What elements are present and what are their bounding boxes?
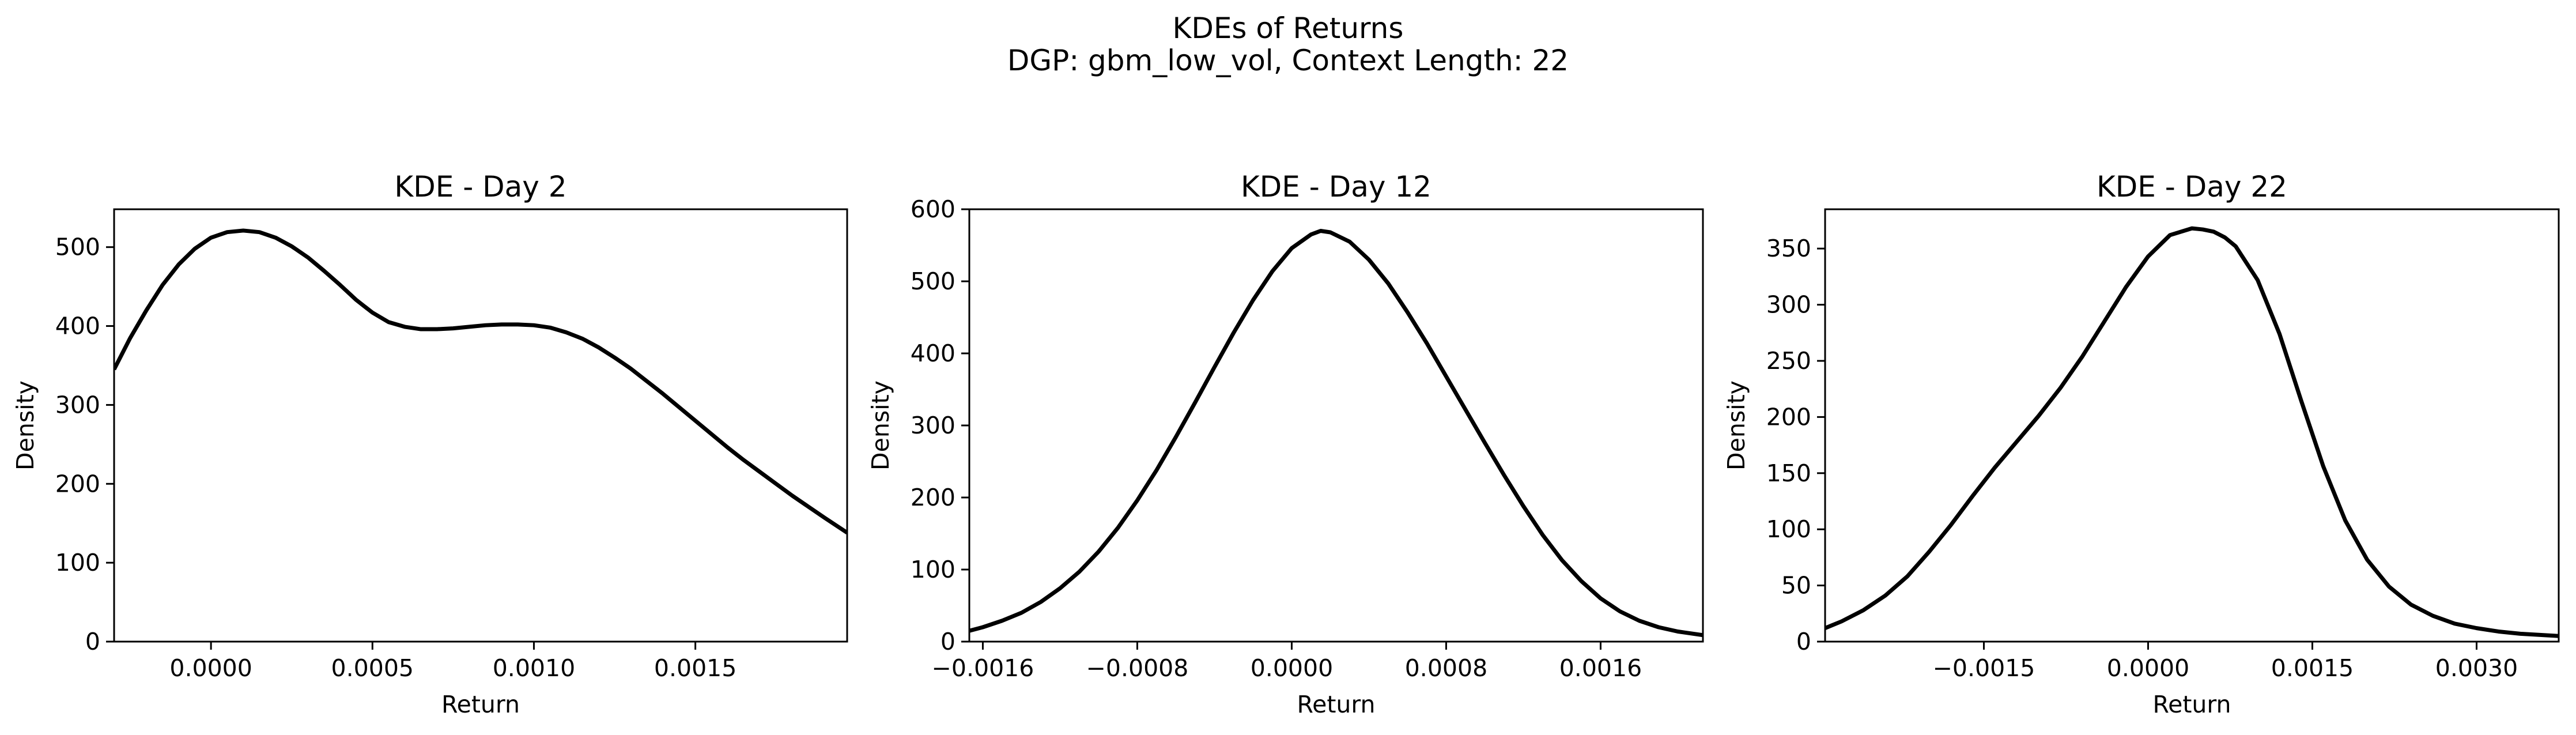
y-tick-label: 100 <box>55 549 100 576</box>
axes-frame <box>113 208 848 643</box>
y-tick-label: 0 <box>85 628 100 655</box>
y-tick-label: 500 <box>911 267 955 295</box>
x-axis-label: Return <box>2152 691 2231 718</box>
x-tick-label: −0.0008 <box>1086 654 1189 682</box>
subplot-title: KDE - Day 22 <box>2097 170 2287 203</box>
subplot-title: KDE - Day 12 <box>1241 170 1431 203</box>
y-tick-label: 350 <box>1766 235 1811 262</box>
subplots: 0.0000 0.0005 0.0010 0.00150100200300400500… <box>12 170 2560 718</box>
x-tick-label: 0.0000 <box>169 654 252 682</box>
x-tick-label: 0.0000 <box>2107 654 2189 682</box>
x-tick-label: 0.0008 <box>1405 654 1487 682</box>
x-tick-label: 0.0015 <box>654 654 736 682</box>
x-tick-label: 0.0000 <box>1251 654 1333 682</box>
x-tick-label: −0.0015 <box>1933 654 2035 682</box>
y-tick-label: 0 <box>940 628 955 655</box>
y-tick-label: 200 <box>1766 403 1811 431</box>
y-axis-label: Density <box>12 380 39 470</box>
subplot-3: −0.0015 0.0000 0.0015 0.0030 0 50 100 150 200 250… <box>1723 170 2560 718</box>
x-axis-label: Return <box>1297 691 1375 718</box>
x-tick-label: −0.0016 <box>932 654 1034 682</box>
kde-curve <box>1825 226 2559 638</box>
y-tick-label: 250 <box>1766 347 1811 375</box>
figure-title: KDEs of Returns <box>1173 12 1404 45</box>
y-tick-label: 400 <box>911 340 955 367</box>
y-tick-label: 300 <box>911 412 955 439</box>
x-tick-label: 0.0010 <box>493 654 575 682</box>
subplot-title: KDE - Day 2 <box>394 170 566 203</box>
y-tick-label: 400 <box>55 312 100 340</box>
y-tick-label: 600 <box>911 195 955 223</box>
y-tick-label: 200 <box>55 470 100 497</box>
y-tick-label: 150 <box>1766 459 1811 487</box>
x-tick-label: 0.0005 <box>331 654 414 682</box>
y-tick-label: 0 <box>1796 628 1811 655</box>
subplot-2: −0.0016 −0.0008 0.0000 0.0008 0.0016 0 100 200 3… <box>867 170 1704 718</box>
axes-frame <box>1824 208 2560 643</box>
y-tick-label: 300 <box>1766 291 1811 319</box>
y-tick-label: 300 <box>55 391 100 419</box>
y-tick-label: 100 <box>911 556 955 583</box>
axes-frame <box>968 208 1704 643</box>
y-tick-label: 200 <box>911 484 955 511</box>
x-tick-label: 0.0016 <box>1559 654 1642 682</box>
kde-curve <box>969 229 1703 638</box>
kde-curve <box>114 228 847 535</box>
y-axis-label: Density <box>1723 380 1750 470</box>
y-tick-label: 50 <box>1781 572 1811 600</box>
subplot-1: 0.0000 0.0005 0.0010 0.0015 0 100 200 300 400 500… <box>12 170 848 718</box>
y-tick-label: 500 <box>55 233 100 261</box>
figure-subtitle: DGP: gbm_low_vol, Context Length: 22 <box>1007 44 1569 77</box>
x-tick-label: 0.0030 <box>2435 654 2518 682</box>
x-tick-label: 0.0015 <box>2271 654 2354 682</box>
y-axis-label: Density <box>867 380 894 470</box>
y-tick-label: 100 <box>1766 515 1811 543</box>
x-axis-label: Return <box>441 691 520 718</box>
